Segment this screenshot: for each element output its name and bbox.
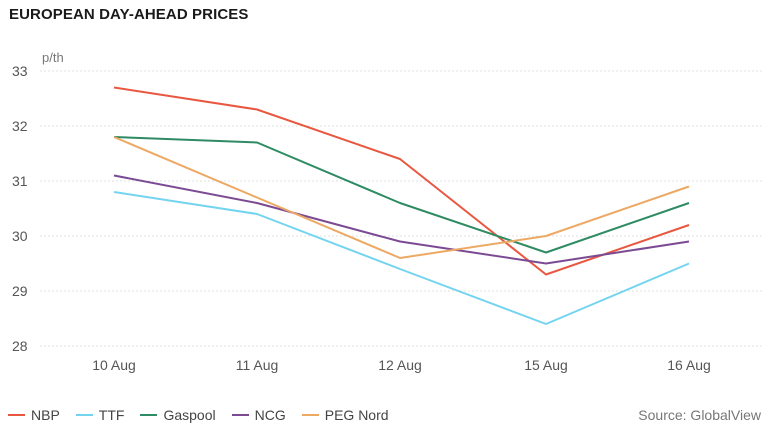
- legend-item: NBP: [8, 407, 60, 423]
- x-tick-label: 16 Aug: [667, 357, 711, 373]
- legend-swatch: [75, 414, 93, 416]
- legend-label: TTF: [98, 407, 125, 423]
- legend: NBP TTF Gaspool NCG PEG Nord: [8, 407, 405, 423]
- x-axis-ticks: 10 Aug 11 Aug 12 Aug 15 Aug 16 Aug: [92, 357, 711, 373]
- x-tick-label: 12 Aug: [378, 357, 422, 373]
- x-tick-label: 10 Aug: [92, 357, 136, 373]
- series-line-ttf: [113, 191, 690, 325]
- source-note: Source: GlobalView: [638, 407, 761, 423]
- y-axis-ticks: 28 29 30 31 32 33: [12, 63, 28, 354]
- y-axis-unit-label: p/th: [42, 50, 64, 65]
- legend-label: NBP: [31, 407, 60, 423]
- legend-swatch: [301, 414, 319, 416]
- legend-swatch: [231, 414, 249, 416]
- y-tick-label: 29: [12, 283, 28, 299]
- legend-label: Gaspool: [163, 407, 216, 423]
- series-line-nbp: [113, 86, 690, 276]
- series-line-gaspool: [113, 136, 690, 254]
- series-line-peg-nord: [113, 136, 690, 259]
- y-tick-label: 33: [12, 63, 28, 79]
- chart-title: EUROPEAN DAY-AHEAD PRICES: [9, 6, 249, 23]
- legend-label: PEG Nord: [324, 407, 389, 423]
- y-tick-label: 32: [12, 118, 28, 134]
- gridlines: [40, 70, 762, 347]
- x-tick-label: 15 Aug: [524, 357, 568, 373]
- x-tick-label: 11 Aug: [236, 357, 279, 373]
- series-line-ncg: [113, 174, 690, 265]
- legend-swatch: [8, 414, 25, 416]
- series-lines: [113, 86, 690, 325]
- legend-item: NCG: [231, 407, 286, 423]
- y-tick-label: 30: [12, 228, 28, 244]
- legend-item: TTF: [75, 407, 125, 423]
- legend-label: NCG: [254, 407, 286, 423]
- y-tick-label: 28: [12, 338, 28, 354]
- legend-item: Gaspool: [140, 407, 216, 423]
- legend-item: PEG Nord: [301, 407, 389, 423]
- legend-swatch: [140, 414, 158, 416]
- y-tick-label: 31: [12, 173, 28, 189]
